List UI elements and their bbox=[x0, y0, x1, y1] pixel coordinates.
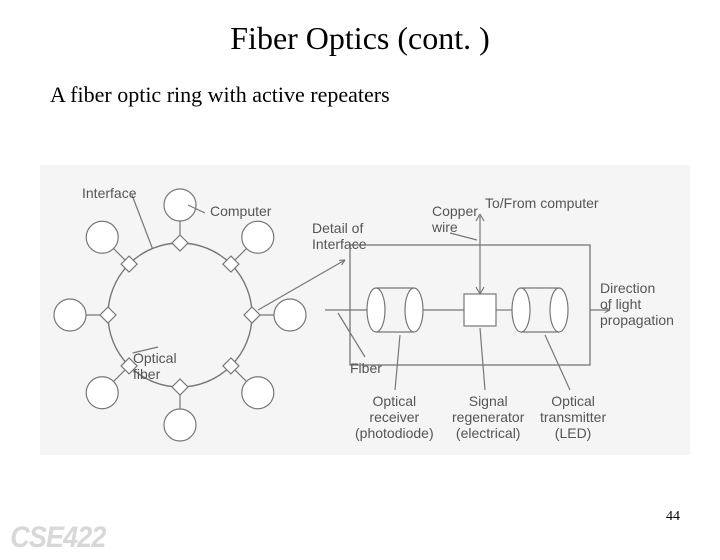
label-fiber: Fiber bbox=[350, 360, 382, 376]
label-detail-of-interface: Detail of Interface bbox=[312, 220, 366, 252]
page-number: 44 bbox=[666, 509, 680, 525]
label-direction: Direction of light propagation bbox=[600, 280, 674, 328]
course-code: CSE422 bbox=[10, 521, 105, 555]
label-copper-wire: Copper wire bbox=[432, 203, 478, 235]
slide-caption: A fiber optic ring with active repeaters bbox=[50, 82, 720, 108]
label-signal-regenerator: Signal regenerator (electrical) bbox=[452, 393, 524, 441]
label-interface: Interface bbox=[82, 185, 136, 201]
label-optical-receiver: Optical receiver (photodiode) bbox=[355, 393, 434, 441]
label-to-from-computer: To/From computer bbox=[485, 195, 599, 211]
label-optical-transmitter: Optical transmitter (LED) bbox=[540, 393, 606, 441]
slide-title: Fiber Optics (cont. ) bbox=[0, 20, 720, 57]
label-computer: Computer bbox=[210, 203, 271, 219]
diagram-area: Interface Computer Optical fiber Detail … bbox=[40, 165, 690, 455]
label-optical-fiber: Optical fiber bbox=[133, 350, 177, 382]
